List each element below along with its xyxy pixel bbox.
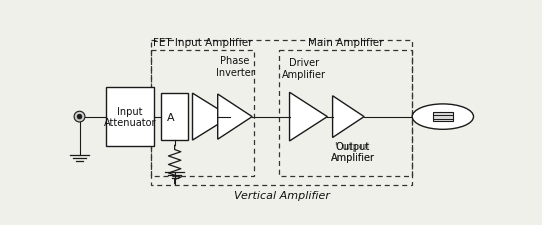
Ellipse shape <box>412 104 474 130</box>
Polygon shape <box>289 93 327 141</box>
Bar <box>151 51 254 176</box>
Bar <box>161 94 188 140</box>
Polygon shape <box>218 94 252 140</box>
Circle shape <box>74 112 85 122</box>
Bar <box>106 88 154 146</box>
Polygon shape <box>333 96 364 138</box>
Text: Vertical Amplifier: Vertical Amplifier <box>234 190 330 200</box>
Circle shape <box>77 115 82 119</box>
Polygon shape <box>192 94 230 140</box>
Text: Main Amplifier: Main Amplifier <box>308 38 383 47</box>
Text: Input
Attenuator: Input Attenuator <box>104 106 156 128</box>
Text: A: A <box>167 112 175 122</box>
Bar <box>151 41 412 186</box>
Text: Driver
Amplifier: Driver Amplifier <box>282 58 326 79</box>
Text: 'Output
Amplifier: 'Output Amplifier <box>331 141 375 162</box>
Bar <box>280 51 412 176</box>
Bar <box>433 112 453 122</box>
Text: Phase
Inverter: Phase Inverter <box>216 56 254 78</box>
Text: FET Input Amplifier: FET Input Amplifier <box>153 38 252 47</box>
Text: Output
Amplifier: Output Amplifier <box>331 141 375 162</box>
Text: Output
Amplifier: Output Amplifier <box>331 141 375 162</box>
